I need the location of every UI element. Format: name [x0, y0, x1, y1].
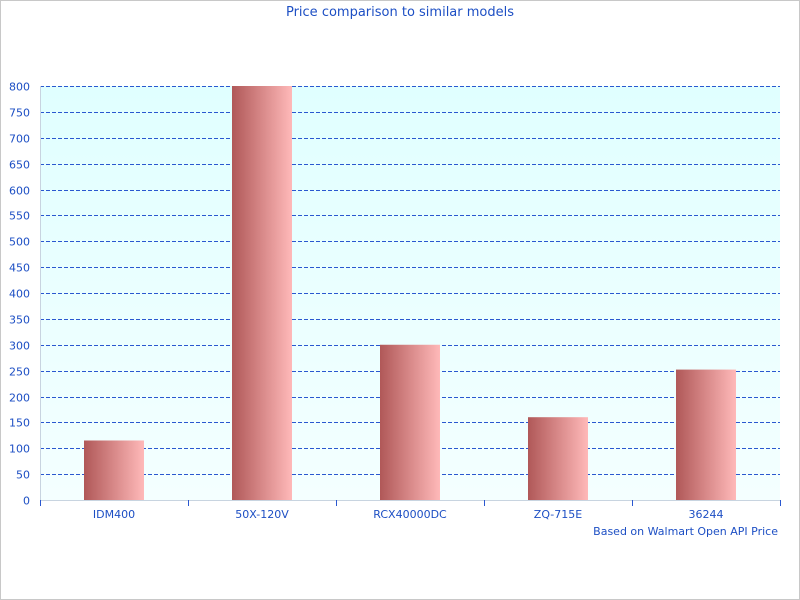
chart-title: Price comparison to similar models [286, 5, 514, 20]
y-tick-label: 100 [9, 443, 30, 456]
x-tick-label: 36244 [689, 508, 724, 521]
bar-zq-715e [528, 417, 588, 500]
y-tick-label: 550 [9, 210, 30, 223]
y-tick-label: 50 [16, 469, 30, 482]
x-tick-label: RCX40000DC [373, 508, 447, 521]
y-tick-label: 400 [9, 288, 30, 301]
bar-rcx40000dc [380, 344, 440, 500]
x-tick-label: IDM400 [93, 508, 135, 521]
y-tick-label: 0 [23, 495, 30, 508]
y-tick-label: 800 [9, 81, 30, 94]
x-tick-label: ZQ-715E [534, 508, 582, 521]
y-tick-label: 350 [9, 314, 30, 327]
y-tick-label: 450 [9, 262, 30, 275]
y-tick-label: 650 [9, 159, 30, 172]
y-tick-label: 250 [9, 366, 30, 379]
bar-idm400 [84, 440, 144, 500]
bar-50x-120v [232, 86, 292, 500]
y-tick-label: 700 [9, 133, 30, 146]
x-tick-label: 50X-120V [235, 508, 289, 521]
footnote: Based on Walmart Open API Price [593, 525, 778, 538]
y-tick-label: 600 [9, 185, 30, 198]
y-tick-label: 150 [9, 417, 30, 430]
y-tick-label: 750 [9, 107, 30, 120]
y-tick-label: 300 [9, 340, 30, 353]
y-tick-label: 200 [9, 392, 30, 405]
y-tick-label: 500 [9, 236, 30, 249]
bar-36244 [676, 369, 736, 500]
